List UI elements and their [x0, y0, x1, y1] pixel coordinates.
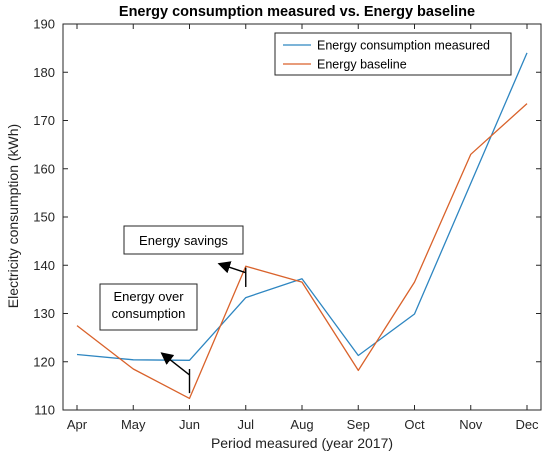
x-tick-label: Jun: [179, 417, 200, 432]
legend-label: Energy baseline: [317, 58, 407, 72]
annotation-arrow: [217, 261, 246, 274]
y-tick-label: 150: [33, 210, 55, 225]
chart-title: Energy consumption measured vs. Energy b…: [119, 4, 475, 20]
annotation-arrow: [160, 352, 190, 376]
y-tick-label: 140: [33, 258, 55, 273]
series-line-1: [76, 52, 528, 361]
series-line-2: [76, 103, 528, 400]
legend-box: [274, 32, 512, 76]
y-tick-label: 170: [33, 113, 55, 128]
y-tick-label: 110: [34, 403, 55, 418]
annotation-label: Energy savings: [139, 233, 228, 248]
x-tick-label: Nov: [459, 417, 483, 432]
x-tick-label: Aug: [290, 417, 313, 432]
x-tick-label: Sep: [347, 417, 370, 432]
annotation-box: [123, 225, 244, 255]
x-tick-label: Oct: [404, 417, 425, 432]
x-tick-label: Dec: [515, 417, 539, 432]
x-tick-label: May: [121, 417, 146, 432]
y-tick-label: 190: [33, 17, 55, 32]
annotation-label: Energy over consumption: [112, 289, 186, 321]
y-tick-label: 130: [33, 306, 55, 321]
y-tick-label: 120: [33, 354, 55, 369]
annotation-box: [99, 283, 198, 331]
x-tick-label: Apr: [67, 417, 88, 432]
y-tick-label: 160: [33, 161, 55, 176]
legend-label: Energy consumption measured: [317, 39, 490, 53]
y-tick-label: 180: [33, 65, 55, 80]
x-axis-label: Period measured (year 2017): [211, 435, 393, 451]
y-axis-label: Electricity consumption (kWh): [5, 124, 21, 308]
x-tick-label: Jul: [237, 417, 254, 432]
